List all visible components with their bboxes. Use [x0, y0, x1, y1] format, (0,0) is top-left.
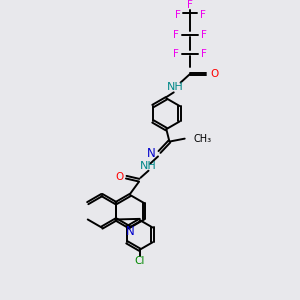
- Text: F: F: [200, 10, 206, 20]
- Text: F: F: [173, 30, 179, 40]
- Text: F: F: [187, 1, 193, 10]
- Text: NH: NH: [140, 161, 157, 171]
- Text: F: F: [201, 49, 207, 59]
- Text: NH: NH: [167, 82, 184, 92]
- Text: O: O: [210, 69, 218, 79]
- Text: CH₃: CH₃: [193, 134, 211, 144]
- Text: Cl: Cl: [134, 256, 145, 266]
- Text: F: F: [173, 49, 179, 59]
- Text: N: N: [126, 225, 134, 238]
- Text: O: O: [115, 172, 123, 182]
- Text: F: F: [175, 10, 181, 20]
- Text: N: N: [147, 147, 156, 160]
- Text: F: F: [201, 30, 207, 40]
